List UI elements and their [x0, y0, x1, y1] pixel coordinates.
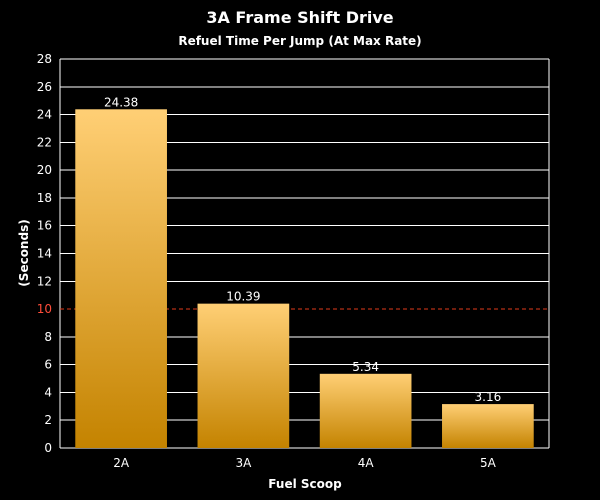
y-tick-label: 20 [37, 163, 52, 177]
x-axis-label: Fuel Scoop [268, 477, 342, 491]
y-tick-label: 4 [44, 385, 52, 399]
x-tick-label: 2A [113, 456, 130, 470]
y-tick-label: 28 [37, 52, 52, 66]
y-tick-label: 16 [37, 219, 52, 233]
y-tick-label: 10 [37, 302, 52, 316]
x-tick-label: 4A [358, 456, 375, 470]
x-tick-label: 3A [235, 456, 252, 470]
data-label: 5.34 [352, 360, 379, 374]
x-axis-ticks: 2A 3A 4A 5A [113, 456, 496, 470]
y-tick-label: 14 [37, 247, 52, 261]
bar-2A [75, 109, 167, 448]
y-tick-label: 0 [44, 441, 52, 455]
y-tick-label: 12 [37, 274, 52, 288]
y-tick-label: 18 [37, 191, 52, 205]
y-tick-label: 2 [44, 413, 52, 427]
bar-5A [442, 404, 534, 448]
x-tick-label: 5A [480, 456, 497, 470]
y-tick-label: 6 [44, 358, 52, 372]
bar-4A [319, 373, 412, 448]
y-axis-label: (Seconds) [17, 219, 31, 286]
data-label: 24.38 [104, 95, 138, 109]
chart-title: 3A Frame Shift Drive [206, 8, 393, 27]
chart-subtitle: Refuel Time Per Jump (At Max Rate) [178, 34, 421, 48]
bars [75, 109, 534, 448]
y-tick-label: 22 [37, 135, 52, 149]
bar-3A [197, 303, 290, 448]
data-label: 10.39 [226, 290, 260, 304]
data-label: 3.16 [475, 390, 502, 404]
y-tick-label: 26 [37, 80, 52, 94]
y-tick-label: 8 [44, 330, 52, 344]
y-tick-label: 24 [37, 108, 52, 122]
data-labels: 24.38 10.39 5.34 3.16 [104, 95, 501, 404]
